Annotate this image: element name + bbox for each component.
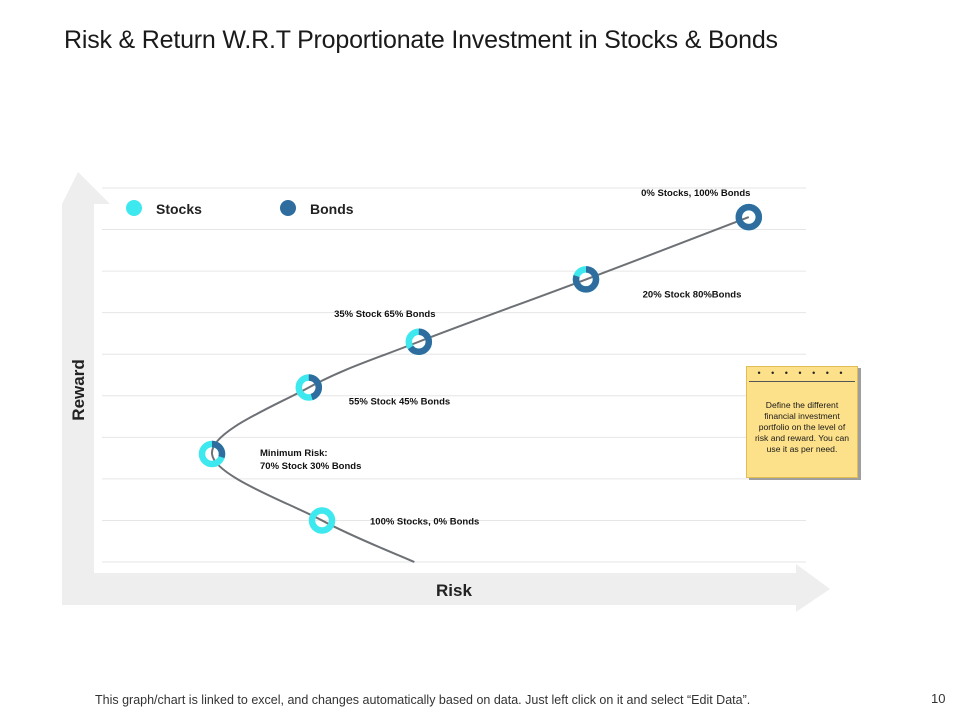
portfolio-point [308,507,336,534]
legend-stocks-label: Stocks [156,201,202,217]
stocks-ring [308,507,336,534]
x-axis-label: Risk [436,581,472,600]
bonds-slice [198,440,226,468]
axis-arrows [62,172,830,612]
curve-layer [210,216,750,563]
point-label: 20% Stock 80%Bonds [643,289,742,300]
gridlines [102,187,806,563]
point-label: 100% Stocks, 0% Bonds [370,516,479,527]
note-text: Define the different financial investmen… [754,400,850,454]
frontier-curve [210,216,750,563]
legend-bonds-label: Bonds [310,201,354,217]
point-label: 55% Stock 45% Bonds [349,396,450,407]
bonds-slice [295,374,323,401]
point-label: 0% Stocks, 100% Bonds [641,188,750,199]
note-dots: • • • • • • • [749,367,855,382]
points-layer [198,203,763,534]
axes-group [62,172,830,612]
bonds-slice [572,266,600,293]
y-axis-label: Reward [69,359,88,420]
point-label: 35% Stock 65% Bonds [334,309,435,320]
legend: Stocks Bonds [126,200,354,217]
labels-layer: Risk Reward 100% Stocks, 0% Bonds Minimum R… [69,188,750,600]
portfolio-point [572,266,600,293]
point-label: Minimum Risk: [260,448,328,459]
portfolio-point [198,440,226,468]
page-title: Risk & Return W.R.T Proportionate Invest… [64,26,778,54]
portfolio-point [735,203,763,231]
portfolio-point [295,374,323,401]
legend-stocks-swatch [126,200,142,216]
bonds-slice [405,328,433,356]
portfolio-point [405,328,433,356]
legend-bonds-swatch [280,200,296,216]
page-number: 10 [931,691,946,706]
note-card: • • • • • • • Define the different finan… [746,366,858,478]
point-label-line2: 70% Stock 30% Bonds [260,461,361,472]
footer-note: This graph/chart is linked to excel, and… [95,693,751,707]
bonds-slice [735,203,763,231]
